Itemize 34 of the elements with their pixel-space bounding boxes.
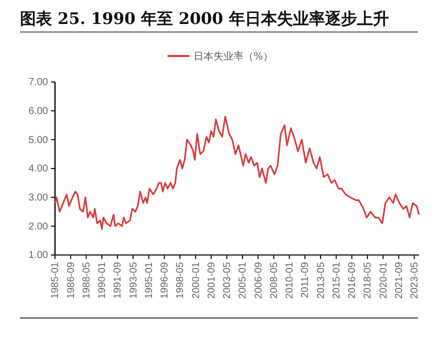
x-tick-label: 2020-01	[378, 262, 390, 299]
x-tick-label: 2023-05	[409, 262, 420, 299]
x-tick-label: 2008-05	[268, 262, 280, 299]
x-tick-label: 2010-01	[284, 262, 296, 299]
x-tick-label: 1990-01	[97, 262, 108, 299]
x-tick-label: 2018-05	[362, 262, 374, 299]
x-tick-label: 2021-09	[394, 262, 405, 299]
x-tick-label: 2001-09	[206, 262, 218, 299]
line-series	[54, 116, 420, 230]
y-tick-label: 6.00	[28, 106, 48, 118]
x-tick-label: 1986-09	[66, 262, 77, 299]
x-tick-label: 2016-09	[347, 262, 358, 299]
y-tick-label: 3.00	[28, 192, 48, 204]
y-tick-label: 2.00	[28, 221, 48, 232]
x-tick-label: 1991-09	[112, 262, 124, 299]
x-tick-label: 1988-05	[81, 262, 92, 299]
x-tick-label: 2015-01	[331, 262, 342, 299]
x-tick-label: 1985-01	[50, 262, 62, 299]
x-tick-label: 2013-05	[316, 262, 327, 299]
x-tick-label: 2003-05	[222, 262, 233, 299]
x-tick-label: 1998-05	[175, 262, 186, 299]
chart-title: 图表 25. 1990 年至 2000 年日本失业率逐步上升	[20, 9, 389, 28]
x-tick-label: 2011-09	[300, 262, 312, 298]
x-tick-label: 2000-01	[190, 262, 202, 299]
x-tick-label: 1995-01	[144, 262, 155, 299]
y-tick-label: 4.00	[28, 164, 48, 175]
y-tick-label: 1.00	[28, 250, 48, 262]
y-tick-label: 7.00	[28, 77, 48, 88]
x-tick-label: 1993-05	[128, 262, 140, 299]
legend-label: 日本失业率（%）	[194, 50, 274, 62]
y-tick-label: 5.00	[28, 134, 48, 146]
x-tick-label: 1996-09	[160, 262, 171, 299]
x-tick-label: 2006-09	[253, 262, 264, 299]
x-tick-label: 2005-01	[238, 262, 249, 299]
